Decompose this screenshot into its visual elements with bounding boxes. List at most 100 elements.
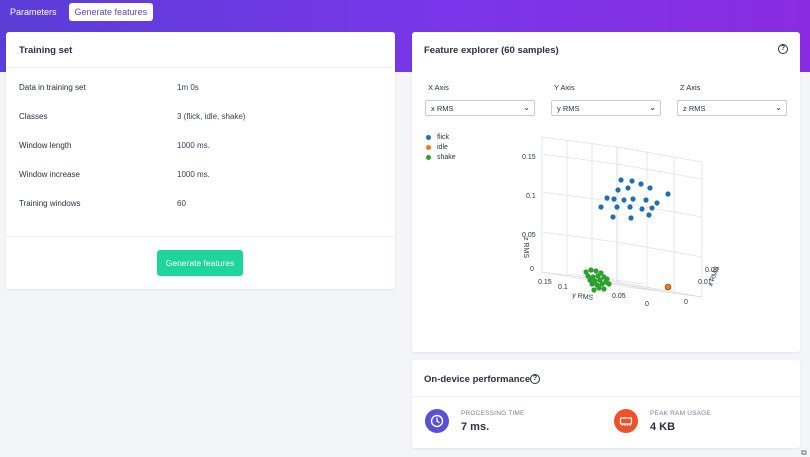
y-tick: 0.15 bbox=[538, 279, 552, 286]
point-shake[interactable] bbox=[599, 281, 605, 287]
z-tick: 0 bbox=[530, 266, 534, 273]
grid-line bbox=[541, 153, 618, 165]
y-tick: 0.05 bbox=[612, 293, 626, 300]
point-flick[interactable] bbox=[647, 185, 653, 191]
divider bbox=[6, 236, 395, 237]
help-icon[interactable]: ? bbox=[530, 374, 540, 384]
legend-dot bbox=[426, 134, 431, 140]
z-tick: 0.1 bbox=[526, 193, 536, 200]
z-axis-selected: z RMS bbox=[683, 104, 706, 113]
performance-title: On-device performance bbox=[424, 374, 531, 385]
generate-features-button[interactable]: Generate features bbox=[157, 250, 243, 276]
point-flick[interactable] bbox=[630, 196, 636, 202]
legend-item-flick[interactable]: flick bbox=[426, 132, 456, 142]
x-axis-label: X Axis bbox=[428, 83, 449, 92]
point-shake[interactable] bbox=[604, 276, 610, 282]
point-flick[interactable] bbox=[615, 187, 621, 193]
peak-ram-caption: PEAK RAM USAGE bbox=[650, 410, 711, 417]
point-flick[interactable] bbox=[598, 204, 604, 210]
point-idle[interactable] bbox=[664, 283, 672, 291]
chevron-down-icon: ⌄ bbox=[775, 103, 782, 112]
row-value: 1000 ms. bbox=[177, 141, 210, 150]
point-flick[interactable] bbox=[614, 204, 620, 210]
row-label: Data in training set bbox=[19, 83, 86, 92]
z-axis-label: Z Axis bbox=[680, 83, 701, 92]
point-shake[interactable] bbox=[597, 277, 603, 283]
row-label: Training windows bbox=[19, 199, 81, 208]
point-shake[interactable] bbox=[596, 285, 602, 291]
point-flick[interactable] bbox=[628, 215, 634, 221]
point-shake[interactable] bbox=[588, 267, 594, 273]
plot-grid bbox=[541, 136, 703, 298]
row-value: 60 bbox=[177, 199, 186, 208]
z-tick: 0.15 bbox=[522, 154, 536, 161]
point-flick[interactable] bbox=[629, 178, 635, 184]
point-flick[interactable] bbox=[639, 206, 645, 212]
point-flick[interactable] bbox=[654, 200, 660, 206]
point-flick[interactable] bbox=[638, 181, 644, 187]
training-set-title: Training set bbox=[19, 45, 73, 56]
grid-line bbox=[616, 241, 703, 258]
point-flick[interactable] bbox=[625, 185, 631, 191]
grid-line bbox=[616, 163, 703, 180]
grid-line bbox=[541, 191, 618, 203]
help-icon[interactable]: ? bbox=[778, 44, 788, 54]
feature-explorer-title: Feature explorer (60 samples) bbox=[424, 45, 559, 56]
row-label: Window length bbox=[19, 141, 72, 150]
z-axis-select[interactable]: z RMS ⌄ bbox=[677, 100, 787, 116]
x-tick: 0.01 bbox=[698, 279, 712, 286]
series-flick bbox=[598, 177, 671, 221]
divider bbox=[6, 67, 395, 68]
training-set-card: Training set Data in training set 1m 0s … bbox=[6, 32, 395, 289]
processing-time-value: 7 ms. bbox=[461, 421, 490, 433]
point-flick[interactable] bbox=[604, 195, 610, 201]
y-tick: 0.1 bbox=[558, 284, 568, 291]
scatter-3d-plot[interactable]: 0.15 0.1 0.05 0 0.15 0.1 0.05 0 0.02 0.0… bbox=[502, 132, 742, 312]
tab-bar: Parameters Generate features bbox=[4, 3, 154, 21]
point-flick[interactable] bbox=[621, 197, 627, 203]
x-axis-select[interactable]: x RMS ⌄ bbox=[425, 100, 535, 116]
z-tick: 0.05 bbox=[522, 232, 536, 239]
grid-line bbox=[616, 201, 703, 218]
point-shake[interactable] bbox=[591, 287, 597, 293]
point-shake[interactable] bbox=[589, 281, 595, 287]
external-window-icon[interactable]: ⧉ bbox=[801, 448, 807, 457]
point-shake[interactable] bbox=[593, 268, 599, 274]
point-flick[interactable] bbox=[627, 204, 633, 210]
point-shake[interactable] bbox=[606, 281, 612, 287]
memory-chip-icon bbox=[614, 409, 638, 433]
series-shake bbox=[583, 267, 612, 293]
tab-generate-features[interactable]: Generate features bbox=[68, 3, 154, 21]
point-flick[interactable] bbox=[649, 205, 655, 211]
legend-item-shake[interactable]: shake bbox=[426, 152, 456, 162]
y-axis-selected: y RMS bbox=[557, 104, 580, 113]
x-tick: 0.02 bbox=[705, 267, 719, 274]
legend-label: shake bbox=[437, 153, 456, 161]
y-axis-select[interactable]: y RMS ⌄ bbox=[551, 100, 661, 116]
clock-icon bbox=[425, 409, 449, 433]
point-shake[interactable] bbox=[583, 269, 589, 275]
legend-item-idle[interactable]: idle bbox=[426, 142, 456, 152]
point-flick[interactable] bbox=[611, 196, 617, 202]
point-shake[interactable] bbox=[595, 273, 601, 279]
grid-line bbox=[541, 231, 618, 243]
y-axis-label: Y Axis bbox=[554, 83, 575, 92]
point-flick[interactable] bbox=[665, 191, 671, 197]
point-shake[interactable] bbox=[601, 286, 607, 292]
row-value: 1m 0s bbox=[177, 83, 199, 92]
grid-wall-right bbox=[616, 146, 703, 298]
point-flick[interactable] bbox=[610, 214, 616, 220]
y-tick: 0 bbox=[645, 301, 649, 308]
point-flick[interactable] bbox=[646, 212, 652, 218]
x-axis-selected: x RMS bbox=[431, 104, 454, 113]
tab-parameters[interactable]: Parameters bbox=[10, 7, 57, 17]
chevron-down-icon: ⌄ bbox=[649, 103, 656, 112]
point-shake[interactable] bbox=[587, 277, 593, 283]
point-shake[interactable] bbox=[585, 273, 591, 279]
row-label: Classes bbox=[19, 112, 48, 121]
divider bbox=[412, 396, 800, 397]
performance-card: On-device performance ? PROCESSING TIME … bbox=[412, 360, 800, 448]
row-value: 3 (flick, idle, shake) bbox=[177, 112, 246, 121]
point-flick[interactable] bbox=[643, 197, 649, 203]
point-flick[interactable] bbox=[618, 177, 624, 183]
